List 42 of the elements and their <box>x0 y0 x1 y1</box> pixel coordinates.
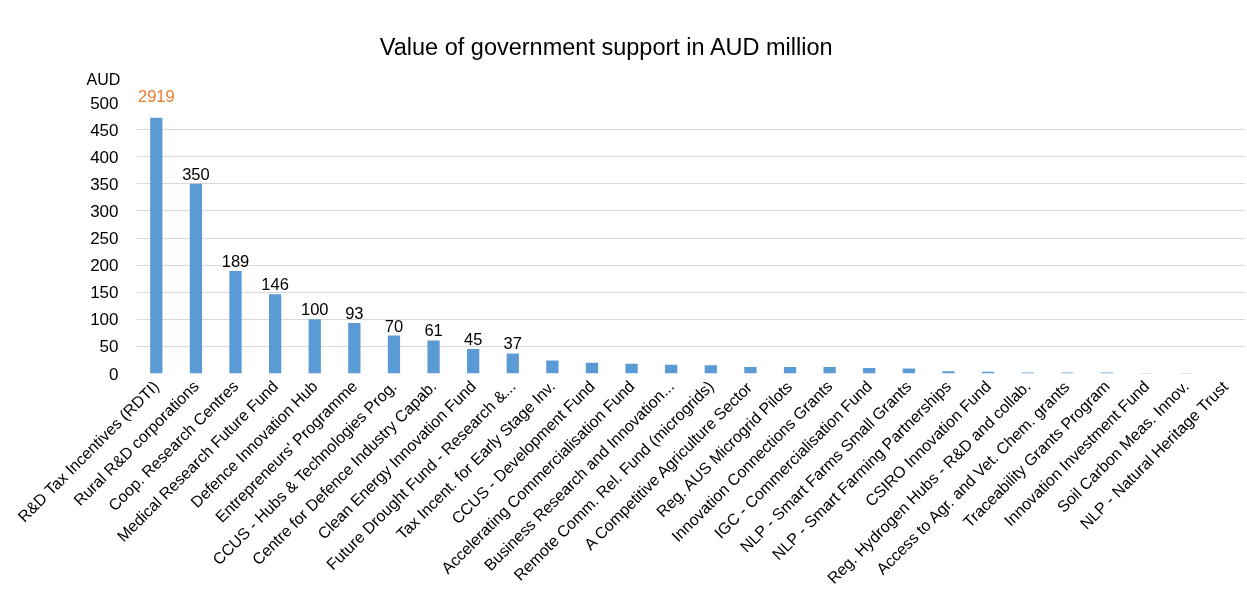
bar <box>506 353 519 374</box>
bar <box>387 335 401 374</box>
bar <box>189 183 203 374</box>
y-tick-label: 200 <box>90 256 119 276</box>
y-tick-label: 400 <box>90 147 119 167</box>
bar <box>744 367 757 374</box>
bar <box>625 363 638 374</box>
bar <box>704 365 717 374</box>
y-tick-label: 300 <box>90 201 119 221</box>
y-tick-label: 150 <box>90 283 119 303</box>
data-label: 189 <box>221 252 250 271</box>
chart-title: Value of government support in AUD million <box>379 33 833 60</box>
bar <box>546 360 559 374</box>
bar <box>348 323 361 374</box>
bar <box>585 362 599 374</box>
bar <box>268 294 282 374</box>
data-label: 100 <box>300 300 329 319</box>
data-label: 37 <box>503 334 522 353</box>
y-tick-label: 350 <box>90 174 119 194</box>
y-tick-label: 0 <box>109 364 119 384</box>
bar <box>942 371 955 374</box>
y-tick-label: 250 <box>90 229 119 248</box>
y-tick-label: 500 <box>90 93 119 113</box>
bar <box>665 364 678 374</box>
data-label: 350 <box>182 164 210 183</box>
y-tick-label: 100 <box>90 310 119 330</box>
data-label: 61 <box>424 321 443 340</box>
bar <box>229 271 242 374</box>
y-tick-label: 450 <box>90 120 119 140</box>
bar <box>467 349 480 374</box>
data-label: 93 <box>345 304 364 323</box>
data-label: 70 <box>384 316 404 335</box>
data-label: 146 <box>261 275 289 294</box>
y-axis-title: AUD <box>86 70 121 88</box>
data-label: 2919 <box>137 87 175 105</box>
bar <box>427 340 440 374</box>
bar <box>308 319 321 374</box>
data-label: 45 <box>463 330 483 349</box>
bar <box>863 368 876 374</box>
y-tick-label: 50 <box>99 337 119 357</box>
bar <box>783 367 797 374</box>
bar <box>823 367 836 374</box>
